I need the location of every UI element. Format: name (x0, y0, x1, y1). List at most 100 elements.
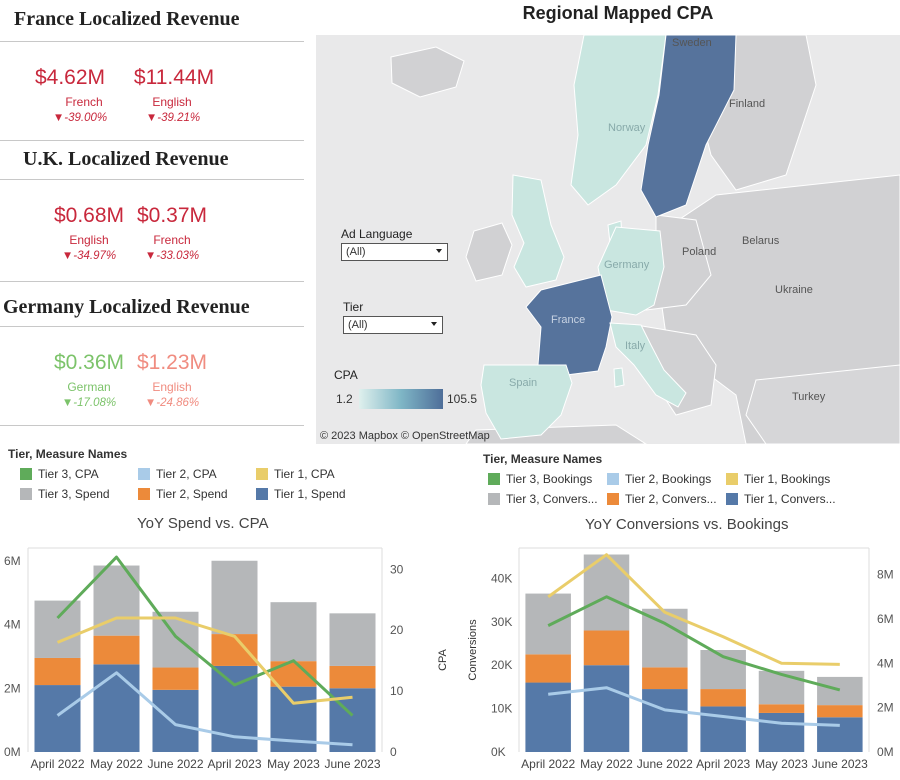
bar-segment[interactable] (93, 664, 140, 752)
legend-item[interactable]: Tier 3, Spend (20, 487, 110, 501)
map-label-sweden: Sweden (672, 37, 712, 49)
legend-heading: Tier, Measure Names (8, 447, 128, 461)
map-country-sweden (640, 35, 737, 218)
bar-segment[interactable] (329, 613, 376, 666)
legend-item[interactable]: Tier 1, CPA (256, 467, 335, 481)
legend-label: Tier 3, Spend (38, 487, 110, 501)
map-land-iceland (390, 46, 465, 98)
bar-segment[interactable] (758, 712, 805, 752)
legend-swatch (726, 493, 738, 505)
legend-label: Tier 3, Bookings (506, 472, 593, 486)
map-label-france: France (551, 314, 586, 326)
x-tick-label: June 2022 (147, 757, 203, 771)
x-tick-label: April 2023 (207, 757, 261, 771)
series-line[interactable] (547, 595, 841, 692)
bar-segment[interactable] (152, 689, 199, 752)
y-right-tick-label: 0 (390, 745, 397, 759)
x-tick-label: May 2023 (755, 757, 808, 771)
spend-cpa-chart[interactable]: 0M 2M 4M 6M 0 10 20 30 April 2022 May 2022 June 20… (0, 538, 455, 780)
bar-segment[interactable] (34, 657, 81, 686)
map-label-poland: Poland (682, 246, 717, 258)
bar-segment[interactable] (270, 602, 317, 662)
legend-item[interactable]: Tier 3, CPA (20, 467, 99, 481)
cpa-map[interactable] (316, 35, 900, 444)
divider (0, 179, 304, 180)
bar-segment[interactable] (211, 560, 258, 635)
map-title: Regional Mapped CPA (522, 3, 714, 23)
divider (0, 281, 304, 282)
bar-segment[interactable] (525, 682, 571, 752)
bar-segment[interactable] (642, 667, 688, 690)
legend-label: Tier 1, Bookings (744, 472, 831, 486)
map-label-finland: Finland (729, 98, 766, 110)
map-label-belarus: Belarus (742, 235, 780, 247)
legend-item[interactable]: Tier 2, Spend (138, 487, 228, 501)
y-left-tick-label: 20K (491, 658, 512, 672)
tier-dropdown[interactable]: (All) (343, 316, 443, 334)
series-line[interactable] (56, 616, 353, 705)
legend-item[interactable]: Tier 1, Spend (256, 487, 346, 501)
legend-item[interactable]: Tier 2, CPA (138, 467, 217, 481)
kpi-language: French (153, 233, 191, 247)
y-right-tick-label: 8M (877, 568, 894, 582)
bar-segment[interactable] (758, 670, 805, 705)
bar-segment[interactable] (817, 705, 863, 718)
kpi-change: ▼-39.21% (145, 112, 201, 124)
kpi-language: English (152, 95, 192, 109)
bar-segment[interactable] (642, 689, 688, 752)
legend-swatch (607, 493, 619, 505)
y-left-tick-label: 0K (491, 745, 506, 759)
map-attribution: © 2023 Mapbox © OpenStreetMap (320, 430, 490, 442)
map-land-turkey (745, 364, 900, 444)
series-line[interactable] (548, 686, 840, 727)
bar-segment[interactable] (152, 611, 199, 668)
legend-swatch (488, 473, 500, 485)
legend-item[interactable]: Tier 2, Convers... (607, 492, 717, 506)
x-tick-label: May 2022 (90, 757, 143, 771)
kpi-language: English (69, 233, 109, 247)
map-label-italy: Italy (625, 340, 646, 352)
bar-segment[interactable] (329, 665, 376, 689)
bar-segment[interactable] (211, 634, 258, 666)
bar-segment[interactable] (583, 630, 630, 666)
x-tick-label: April 2022 (30, 757, 84, 771)
tier-filter-label: Tier (343, 300, 364, 314)
bar-segment[interactable] (34, 685, 81, 752)
legend-item[interactable]: Tier 1, Convers... (726, 492, 836, 506)
bar-segment[interactable] (525, 654, 571, 683)
series-line[interactable] (56, 671, 353, 747)
series-line[interactable] (56, 555, 354, 717)
bar-segment[interactable] (817, 717, 863, 752)
bar-segment[interactable] (817, 676, 863, 706)
ad-language-value: (All) (346, 246, 366, 258)
bar-segment[interactable] (583, 665, 630, 752)
x-tick-label: June 2022 (637, 757, 693, 771)
kpi-value: $0.68M (53, 204, 125, 227)
divider (0, 41, 304, 42)
legend-swatch (488, 493, 500, 505)
legend-label: Tier 2, Spend (156, 487, 228, 501)
legend-label: Tier 1, Spend (274, 487, 346, 501)
kpi-language: French (65, 95, 103, 109)
series-line[interactable] (547, 553, 840, 666)
map-country-france (525, 274, 613, 376)
bar-segment[interactable] (152, 667, 199, 690)
bar-segment[interactable] (93, 635, 140, 665)
legend-item[interactable]: Tier 1, Bookings (726, 472, 830, 486)
bar-segment[interactable] (700, 689, 746, 707)
legend-label: Tier 3, CPA (38, 467, 99, 481)
ad-language-dropdown[interactable]: (All) (341, 243, 448, 261)
legend-item[interactable]: Tier 3, Convers... (488, 492, 598, 506)
y-left-tick-label: 0M (4, 745, 21, 759)
legend-label: Tier 1, Convers... (744, 492, 836, 506)
legend-item[interactable]: Tier 2, Bookings (607, 472, 711, 486)
legend-item[interactable]: Tier 3, Bookings (488, 472, 592, 486)
y-right-tick-label: 2M (877, 701, 894, 715)
x-tick-label: April 2022 (521, 757, 575, 771)
y-right-tick-label: 10 (390, 684, 404, 698)
bar-segment[interactable] (758, 704, 805, 713)
ad-language-filter-label: Ad Language (341, 227, 413, 241)
legend-swatch (256, 468, 268, 480)
bar-segment[interactable] (34, 600, 81, 658)
conversions-bookings-chart[interactable]: 0K 10K 20K 30K 40K 0M 2M 4M 6M 8M April 2022 May 20… (455, 538, 900, 780)
